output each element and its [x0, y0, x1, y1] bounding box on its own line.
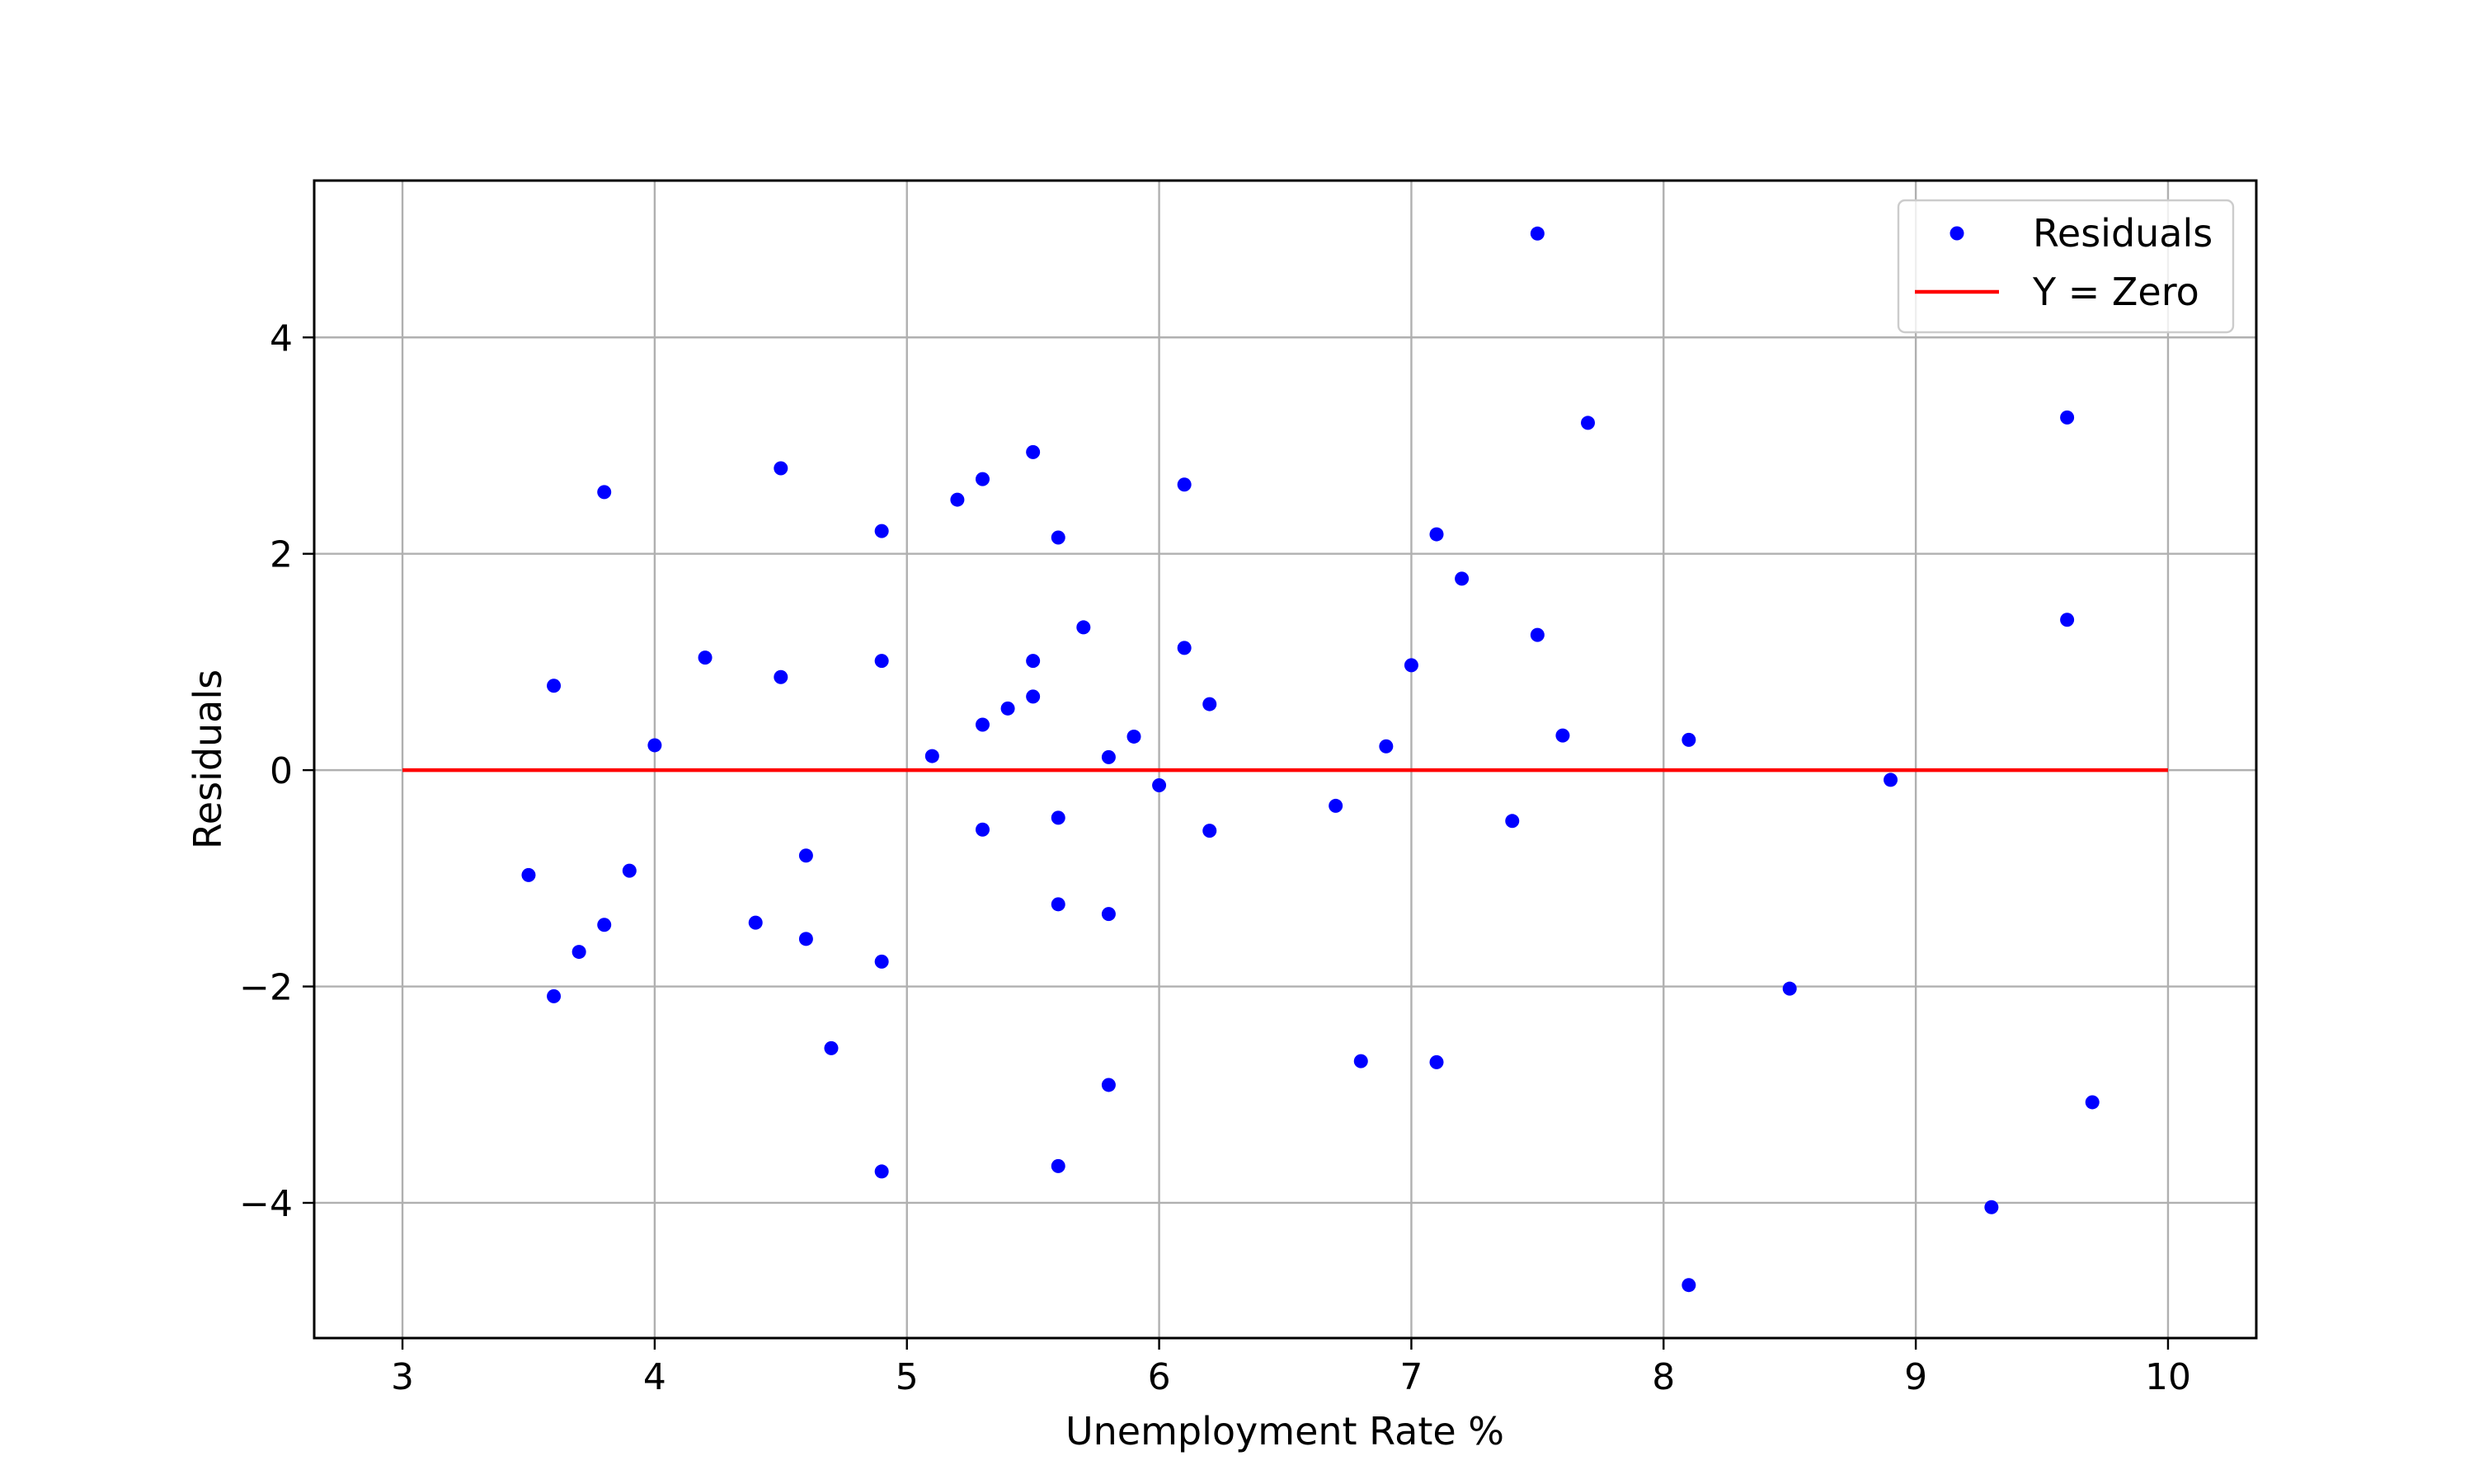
residual-point — [798, 848, 813, 863]
residual-point — [1152, 777, 1167, 792]
residual-point — [2085, 1095, 2100, 1110]
residual-point — [647, 738, 662, 753]
residual-point — [1177, 477, 1192, 492]
residual-point — [698, 650, 713, 665]
residual-point — [1884, 773, 1898, 787]
axis-ticks: 3 4 5 6 7 8 9 10 −4 −2 0 2 4 — [239, 317, 2191, 1398]
residual-point — [1353, 1054, 1368, 1068]
legend-label-zero-line: Y = Zero — [2032, 270, 2199, 314]
residual-point — [1429, 1054, 1444, 1069]
plot-frame — [313, 179, 2258, 1340]
residual-point — [1429, 527, 1444, 542]
residual-point — [597, 918, 612, 932]
residual-point — [924, 749, 939, 763]
x-tick-label: 5 — [896, 1356, 919, 1398]
residual-point — [1681, 732, 1696, 747]
x-tick-label: 10 — [2145, 1356, 2191, 1398]
x-tick-label: 3 — [391, 1356, 414, 1398]
y-tick-label: 2 — [270, 534, 293, 576]
x-tick-label: 8 — [1652, 1356, 1675, 1398]
residual-point — [1455, 571, 1470, 586]
residual-point — [622, 863, 637, 878]
residual-point — [748, 915, 763, 930]
residual-point — [1530, 226, 1545, 241]
legend-label-residuals: Residuals — [2033, 211, 2213, 256]
residual-point — [1379, 739, 1394, 754]
residual-point — [874, 524, 889, 538]
grid — [314, 181, 2256, 1338]
residual-point — [1505, 814, 1520, 829]
residual-point — [798, 932, 813, 946]
y-tick-label: 0 — [270, 750, 293, 792]
residual-point — [1177, 641, 1192, 655]
y-tick-label: −2 — [239, 967, 293, 1009]
residual-point — [1026, 689, 1041, 704]
residual-point — [1051, 897, 1065, 912]
residual-point — [521, 867, 536, 882]
residual-point — [1101, 749, 1116, 764]
residual-point — [975, 717, 990, 732]
residual-point — [2060, 613, 2075, 627]
residual-point — [774, 461, 788, 476]
residual-point — [1202, 697, 1217, 711]
residual-point — [1000, 701, 1015, 716]
legend: Residuals Y = Zero — [1897, 199, 2235, 334]
residual-point — [1101, 907, 1116, 922]
x-tick-label: 4 — [643, 1356, 666, 1398]
residual-point — [1126, 729, 1141, 744]
residual-point — [547, 989, 562, 1003]
residual-point — [1681, 1278, 1696, 1293]
residual-point — [874, 954, 889, 969]
plot-series — [402, 226, 2168, 1293]
residual-point — [1026, 654, 1041, 669]
legend-marker-residuals — [1950, 226, 1964, 241]
residual-point — [975, 472, 990, 486]
residual-point — [1051, 530, 1065, 545]
residual-point — [1026, 444, 1041, 459]
residual-point — [547, 679, 562, 693]
residual-point — [824, 1040, 839, 1055]
y-tick-label: −4 — [239, 1183, 293, 1225]
residual-point — [1329, 798, 1343, 813]
residual-point — [1984, 1200, 1999, 1214]
residual-point — [774, 669, 788, 684]
residual-point — [1581, 416, 1596, 430]
residual-point — [1051, 1158, 1065, 1173]
residual-point — [1530, 627, 1545, 642]
x-tick-label: 6 — [1148, 1356, 1171, 1398]
residual-point — [874, 1164, 889, 1179]
residual-point — [597, 485, 612, 500]
residual-point — [874, 654, 889, 669]
residual-point — [571, 945, 586, 960]
residual-point — [1555, 728, 1570, 743]
legend-box — [1897, 199, 2235, 334]
residual-point — [2060, 410, 2075, 425]
x-tick-label: 7 — [1399, 1356, 1423, 1398]
residual-point — [1782, 981, 1797, 996]
residual-point — [1051, 810, 1065, 825]
residual-point — [950, 492, 965, 507]
residual-point — [1202, 824, 1217, 838]
y-axis-label: Residuals — [186, 669, 230, 849]
x-axis-label: Unemployment Rate % — [1065, 1409, 1504, 1453]
residual-point — [1101, 1078, 1116, 1092]
x-tick-label: 9 — [1904, 1356, 1927, 1398]
y-tick-label: 4 — [270, 317, 293, 359]
residual-point — [975, 822, 990, 837]
residual-point — [1404, 658, 1418, 673]
residual-point — [1076, 620, 1091, 635]
